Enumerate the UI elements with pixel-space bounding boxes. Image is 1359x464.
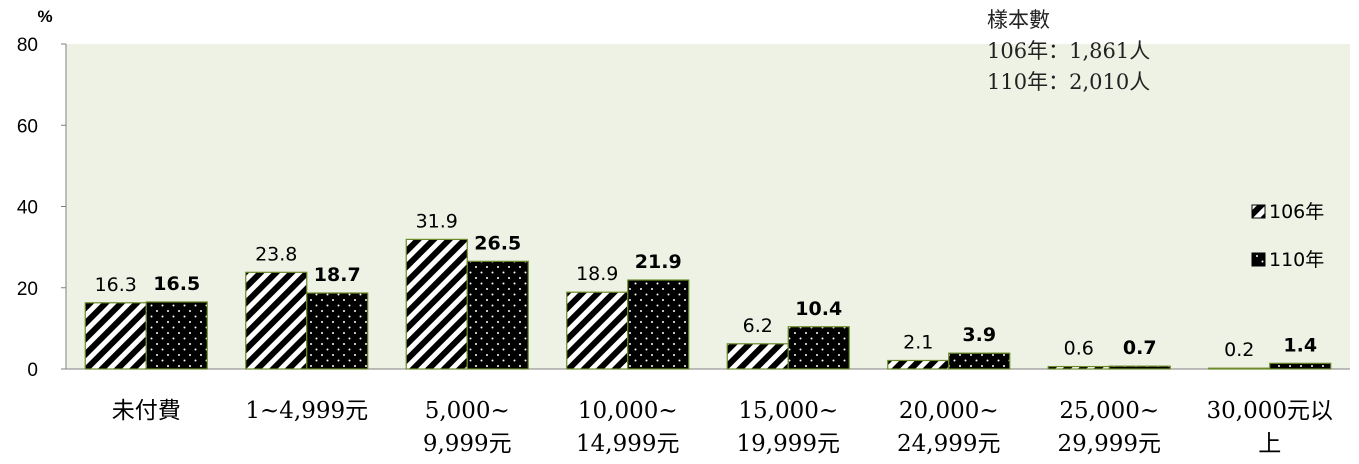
bar-series-106 — [726, 343, 789, 370]
data-label: 18.9 — [576, 263, 618, 285]
bar-series-110 — [1269, 362, 1332, 370]
bar-series-106 — [887, 359, 950, 370]
y-tick-label: 0 — [27, 360, 38, 381]
bar-series-110 — [627, 279, 690, 370]
legend-swatch — [1251, 252, 1266, 267]
legend-label: 106年 — [1269, 201, 1324, 223]
bar-series-110 — [145, 301, 208, 370]
data-label: 21.9 — [635, 251, 682, 273]
bar-series-110 — [306, 292, 369, 370]
sample-size-note: 樣本數 — [987, 8, 1050, 32]
x-category-label: 15,000~ 19,999元 — [737, 398, 840, 457]
data-label: 23.8 — [255, 243, 297, 265]
x-category-label: 30,000元以上 — [1207, 398, 1333, 457]
data-label: 31.9 — [416, 210, 458, 232]
y-unit-label: % — [37, 7, 52, 26]
data-label: 0.6 — [1064, 338, 1094, 360]
data-label: 2.1 — [903, 331, 933, 353]
data-label: 18.7 — [314, 264, 361, 286]
bar-series-110 — [948, 352, 1011, 370]
data-label: 16.3 — [95, 274, 137, 296]
bar-series-106 — [84, 302, 147, 370]
data-label: 0.7 — [1123, 337, 1157, 359]
y-tick-label: 80 — [17, 35, 38, 56]
data-label: 10.4 — [795, 298, 842, 320]
y-tick-label: 60 — [17, 116, 38, 137]
bar-series-106 — [566, 291, 629, 370]
bar-series-106 — [245, 271, 308, 370]
y-tick-label: 40 — [17, 198, 38, 219]
data-label: 0.2 — [1224, 339, 1254, 361]
legend-swatch — [1251, 204, 1266, 219]
bar-series-106 — [405, 238, 468, 370]
bar-series-110 — [1108, 365, 1171, 370]
data-label: 26.5 — [474, 232, 521, 254]
bar-series-106 — [1208, 367, 1271, 370]
x-category-label: 5,000~ 9,999元 — [423, 398, 512, 457]
data-label: 6.2 — [743, 315, 773, 337]
bar-series-110 — [466, 260, 529, 370]
data-label: 3.9 — [962, 324, 996, 346]
x-category-label: 25,000~ 29,999元 — [1058, 398, 1161, 457]
x-category-label: 10,000~ 14,999元 — [576, 398, 679, 457]
data-label: 16.5 — [153, 273, 200, 295]
legend-label: 110年 — [1269, 249, 1324, 271]
sample-size-note: 110年：2,010人 — [987, 70, 1150, 94]
x-category-label: 未付費 — [112, 398, 181, 424]
x-category-label: 1~4,999元 — [245, 398, 368, 424]
bar-series-106 — [1047, 365, 1110, 370]
sample-size-note: 106年：1,861人 — [987, 39, 1150, 63]
data-label: 1.4 — [1283, 334, 1317, 356]
bar-series-110 — [787, 326, 850, 370]
x-category-label: 20,000~ 24,999元 — [897, 398, 1000, 457]
y-tick-label: 20 — [17, 279, 38, 300]
